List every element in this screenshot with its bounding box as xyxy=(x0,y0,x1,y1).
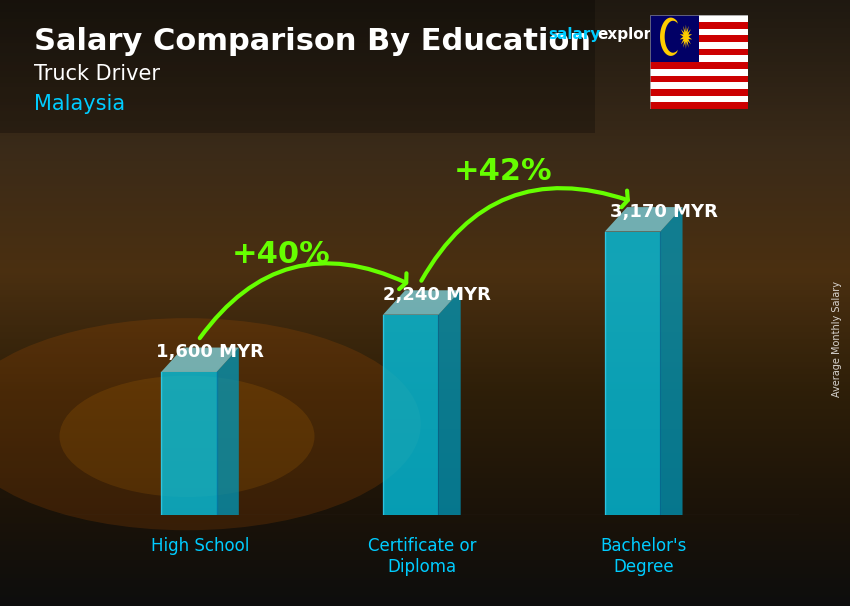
Polygon shape xyxy=(439,290,461,515)
Bar xyxy=(650,96,748,102)
Bar xyxy=(650,55,748,62)
Text: +42%: +42% xyxy=(454,157,552,186)
Polygon shape xyxy=(605,207,683,231)
Polygon shape xyxy=(383,315,439,515)
Text: 1,600 MYR: 1,600 MYR xyxy=(156,343,264,361)
Text: +40%: +40% xyxy=(232,240,331,269)
Polygon shape xyxy=(383,290,461,315)
Bar xyxy=(650,15,699,62)
Polygon shape xyxy=(660,207,683,515)
Bar xyxy=(650,28,748,35)
Polygon shape xyxy=(162,348,239,372)
Bar xyxy=(650,62,748,69)
Bar xyxy=(650,82,748,89)
Text: Truck Driver: Truck Driver xyxy=(34,64,160,84)
Text: 2,240 MYR: 2,240 MYR xyxy=(383,286,491,304)
Polygon shape xyxy=(605,231,660,515)
Text: Bachelor's
Degree: Bachelor's Degree xyxy=(600,538,687,576)
Bar xyxy=(650,42,748,48)
Text: Salary Comparison By Education: Salary Comparison By Education xyxy=(34,27,591,56)
Bar xyxy=(650,89,748,96)
Bar xyxy=(650,15,748,22)
Bar xyxy=(650,102,748,109)
Text: Average Monthly Salary: Average Monthly Salary xyxy=(832,281,842,398)
Bar xyxy=(650,76,748,82)
Bar xyxy=(650,48,748,55)
Bar xyxy=(650,35,748,42)
Bar xyxy=(650,69,748,76)
Polygon shape xyxy=(660,18,677,56)
Text: High School: High School xyxy=(150,538,249,556)
Text: salary: salary xyxy=(548,27,601,42)
Text: explorer: explorer xyxy=(598,27,670,42)
Polygon shape xyxy=(680,24,692,49)
Bar xyxy=(650,22,748,28)
Polygon shape xyxy=(217,348,239,515)
Text: Malaysia: Malaysia xyxy=(34,94,125,114)
Ellipse shape xyxy=(60,376,314,497)
Text: Certificate or
Diploma: Certificate or Diploma xyxy=(367,538,476,576)
Text: 3,170 MYR: 3,170 MYR xyxy=(610,203,718,221)
Ellipse shape xyxy=(0,318,421,530)
Polygon shape xyxy=(162,372,217,515)
Text: .com: .com xyxy=(677,27,717,42)
